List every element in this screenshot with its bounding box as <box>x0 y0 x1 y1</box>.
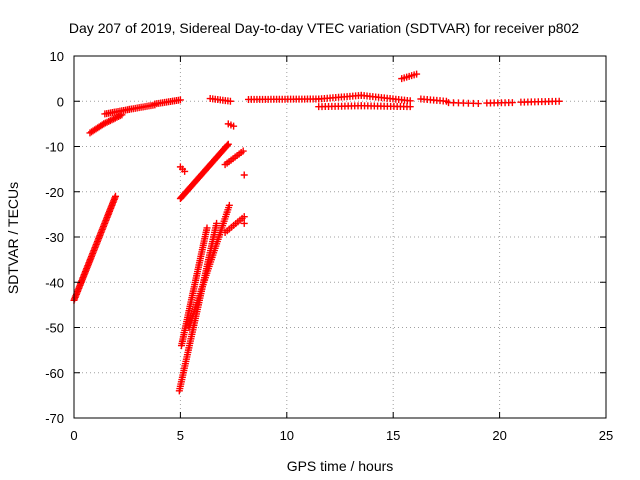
y-tick-label: -30 <box>45 230 64 245</box>
y-tick-label: -40 <box>45 275 64 290</box>
data-point <box>226 97 234 105</box>
data-point <box>225 201 233 209</box>
series-arc-7 <box>398 70 563 108</box>
y-tick-label: -20 <box>45 185 64 200</box>
series-arc-3 <box>176 120 238 203</box>
grid-lines <box>74 56 606 418</box>
data-point <box>508 99 516 107</box>
data-point <box>240 171 248 179</box>
y-tick-label: -70 <box>45 411 64 426</box>
data-point <box>555 97 563 105</box>
data-point <box>406 97 414 105</box>
data-point <box>181 167 189 175</box>
data-point <box>230 122 238 130</box>
data-point <box>240 219 248 227</box>
series-arc-6 <box>206 91 414 111</box>
series-arc-5 <box>221 147 248 236</box>
x-tick-label: 5 <box>177 428 184 443</box>
data-marks <box>70 70 563 395</box>
x-tick-label: 10 <box>280 428 294 443</box>
data-point <box>413 70 421 78</box>
x-tick-label: 15 <box>386 428 400 443</box>
plot-frame <box>73 55 607 419</box>
x-tick-label: 25 <box>599 428 613 443</box>
y-tick-label: 0 <box>57 94 64 109</box>
series-arc-4 <box>175 201 233 395</box>
data-point <box>224 140 232 148</box>
series-arc-2 <box>86 96 184 137</box>
data-point <box>213 219 221 227</box>
data-point <box>203 224 211 232</box>
chart-title: Day 207 of 2019, Sidereal Day-to-day VTE… <box>69 20 579 36</box>
y-axis-label: SDTVAR / TECUs <box>5 182 21 294</box>
data-point <box>474 100 482 108</box>
tick-labels: 0 5 10 15 20 25 10 0 -10 -20 -30 -40 -50 -60 -70 <box>45 49 613 443</box>
x-tick-label: 20 <box>492 428 506 443</box>
y-tick-label: 10 <box>50 49 64 64</box>
data-point <box>239 147 247 155</box>
data-point <box>223 141 231 149</box>
x-axis-label: GPS time / hours <box>287 458 394 474</box>
data-point <box>406 103 414 111</box>
y-tick-label: -50 <box>45 321 64 336</box>
series-arc-1 <box>70 192 119 304</box>
x-tick-label: 0 <box>70 428 77 443</box>
data-point <box>176 96 184 104</box>
data-point <box>111 192 119 200</box>
y-tick-label: -60 <box>45 366 64 381</box>
y-tick-label: -10 <box>45 140 64 155</box>
data-point <box>240 213 248 221</box>
